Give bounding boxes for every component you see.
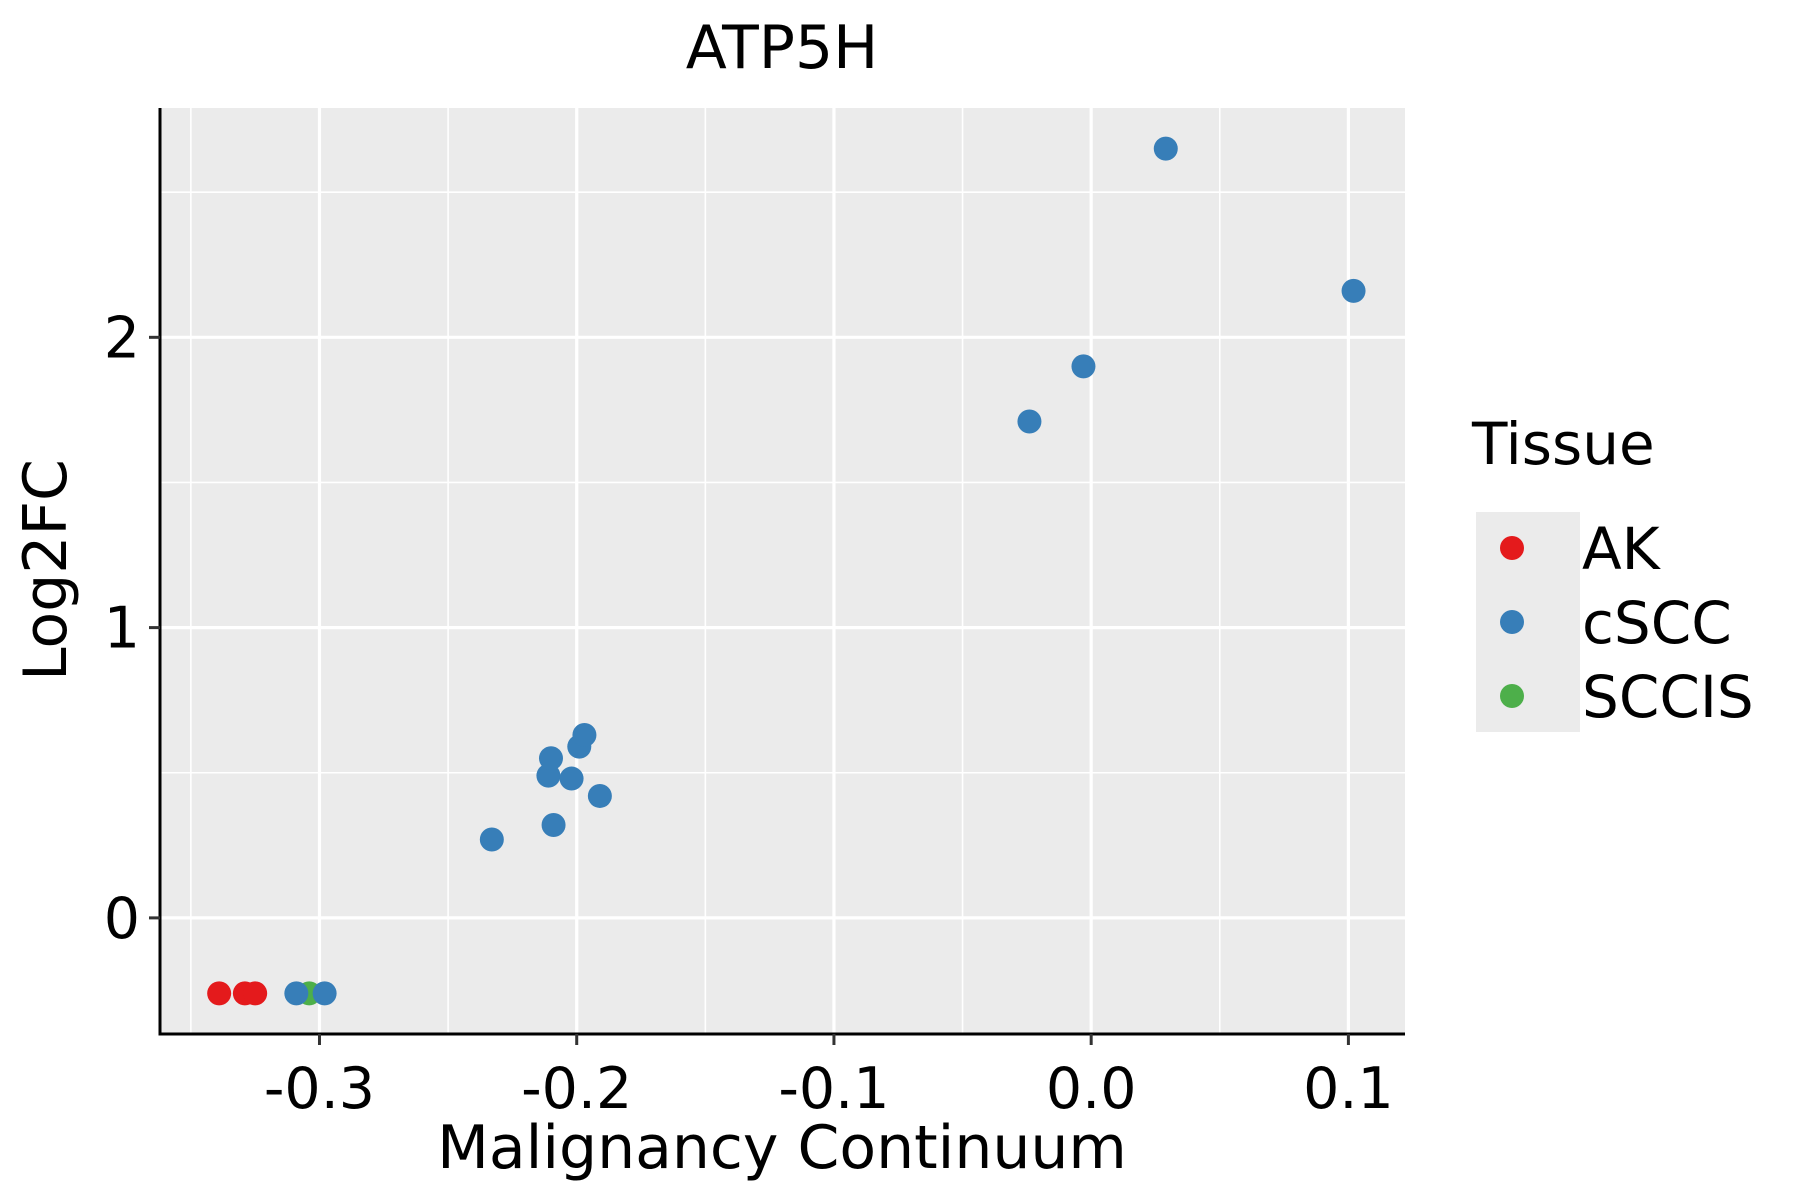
data-point-cscc: [284, 981, 309, 1006]
y-tick-label: 2: [104, 305, 140, 371]
plot-panel: [160, 108, 1405, 1034]
chart-title: ATP5H: [686, 13, 879, 83]
data-point-cscc: [1341, 278, 1366, 303]
x-tick-label: 0.0: [1046, 1056, 1137, 1122]
y-tick-label: 1: [104, 596, 140, 662]
data-point-cscc: [479, 827, 504, 852]
x-tick-label: 0.1: [1303, 1056, 1394, 1122]
y-axis-label: Log2FC: [11, 459, 81, 681]
legend-label-cscc: cSCC: [1582, 589, 1732, 657]
data-points: [207, 136, 1366, 1006]
x-axis-ticks: -0.3 -0.2 -0.1 0.0 0.1: [264, 1034, 1394, 1122]
data-point-cscc: [1017, 409, 1042, 434]
data-point-cscc: [559, 766, 584, 791]
data-point-cscc: [1153, 136, 1178, 161]
legend-key-ak: [1500, 536, 1524, 560]
legend-label-sccis: SCCIS: [1582, 663, 1754, 731]
axes: [158, 108, 1405, 1036]
data-point-cscc: [572, 723, 597, 748]
legend-key-cscc: [1500, 610, 1524, 634]
legend-key-sccis: [1500, 684, 1524, 708]
y-tick-label: 0: [104, 886, 140, 952]
y-axis-ticks: 0 1 2: [104, 305, 160, 952]
data-point-cscc: [312, 981, 337, 1006]
legend-key-background: [1476, 512, 1580, 732]
data-point-ak: [207, 981, 232, 1006]
major-gridlines: [160, 108, 1405, 1034]
data-point-cscc: [1071, 354, 1096, 379]
x-axis-label: Malignancy Continuum: [437, 1113, 1127, 1183]
x-tick-label: -0.1: [778, 1056, 889, 1122]
legend-label-ak: AK: [1582, 515, 1662, 583]
data-point-cscc: [538, 746, 563, 771]
legend-title: Tissue: [1471, 410, 1655, 478]
data-point-ak: [243, 981, 268, 1006]
minor-gridlines: [160, 108, 1405, 1034]
data-point-cscc: [541, 812, 566, 837]
x-tick-label: -0.3: [264, 1056, 375, 1122]
x-tick-label: -0.2: [521, 1056, 632, 1122]
data-point-cscc: [587, 783, 612, 808]
